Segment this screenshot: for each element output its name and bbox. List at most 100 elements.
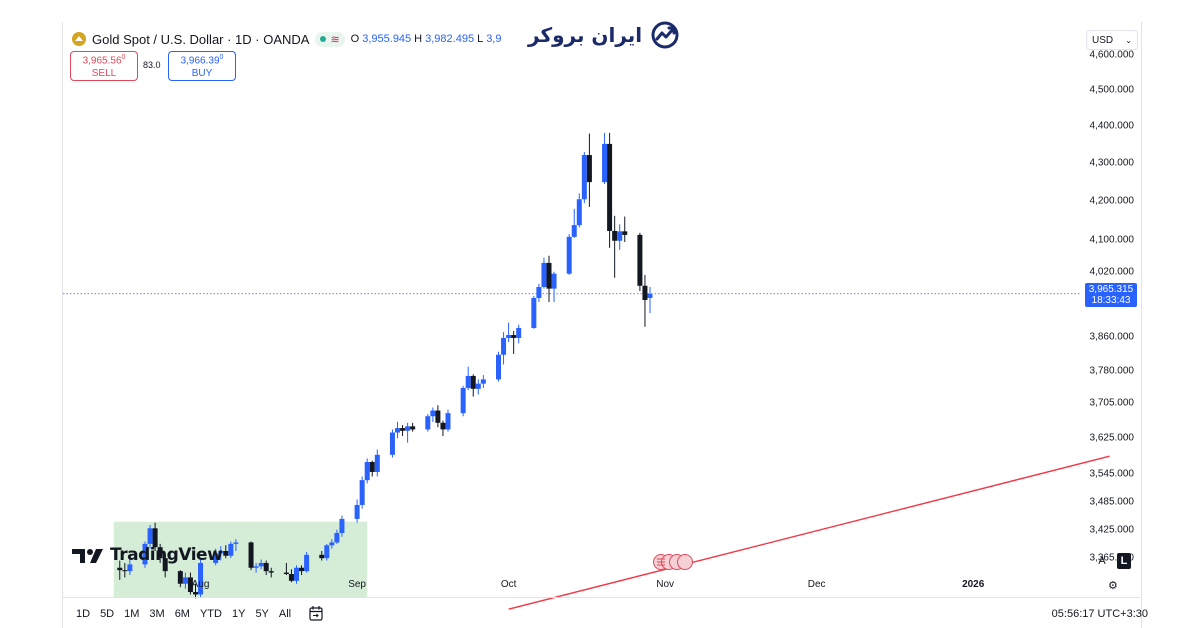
candle-body — [440, 422, 446, 430]
range-all[interactable]: All — [278, 608, 292, 620]
candle-body — [602, 143, 608, 183]
candle-body — [460, 387, 466, 414]
candle-body — [546, 262, 552, 289]
candle-body — [339, 518, 345, 533]
candle-body — [198, 562, 204, 595]
tradingview-branding[interactable]: TradingView — [72, 545, 223, 565]
candle-body — [536, 287, 542, 298]
candle-body — [389, 432, 395, 455]
price-axis-label: 4,600.000 — [1089, 49, 1135, 61]
candle-body — [571, 225, 577, 237]
price-axis-label: 4,200.000 — [1089, 195, 1135, 207]
range-selector: 1D 5D 1M 3M 6M YTD 1Y 5Y All — [76, 608, 291, 620]
currency-label: USD — [1092, 34, 1114, 46]
candle-body — [496, 354, 501, 380]
price-axis-label: 4,100.000 — [1089, 234, 1135, 246]
time-axis-label: Sep — [348, 579, 366, 590]
time-axis-label: Aug — [191, 579, 210, 590]
market-open-dot-icon — [320, 36, 327, 42]
candle-body — [566, 236, 572, 274]
price-axis[interactable]: 4,600.000 4,500.000 4,400.000 4,300.000 4,20… — [1080, 0, 1140, 580]
candle-body — [127, 564, 133, 572]
ohlc-open-key: O — [350, 33, 360, 45]
candle-body — [304, 554, 310, 572]
price-axis-label: 3,365.000 — [1089, 552, 1135, 564]
last-price-value: 3,965.315 — [1088, 284, 1134, 295]
candle-body — [294, 567, 299, 581]
candle-body — [410, 426, 416, 430]
candle-body — [147, 528, 153, 544]
candle-body — [516, 327, 522, 338]
candle-body — [253, 566, 259, 568]
sell-price-small: 0 — [121, 54, 126, 62]
candle-body — [122, 570, 128, 572]
time-axis-label: Nov — [656, 579, 675, 590]
candle-body — [425, 416, 431, 430]
range-3m[interactable]: 3M — [149, 608, 165, 620]
candle-body — [435, 410, 441, 423]
sell-price: 3,965.560 — [71, 52, 137, 67]
candle-body — [475, 383, 481, 389]
ohlc-low-value: 3,9 — [486, 33, 502, 45]
range-6m[interactable]: 6M — [174, 608, 190, 620]
candle-body — [400, 428, 406, 431]
log-scale-button[interactable]: L — [1117, 553, 1131, 569]
candle-body — [218, 550, 224, 554]
candle-body — [622, 231, 628, 235]
candle-body — [501, 337, 507, 355]
bottom-toolbar-divider — [62, 597, 1140, 598]
candle-body — [470, 375, 476, 389]
candle-body — [465, 375, 471, 388]
range-5d[interactable]: 5D — [100, 608, 115, 620]
currency-select[interactable]: USD ⌄ — [1086, 30, 1138, 50]
range-ytd[interactable]: YTD — [199, 608, 222, 620]
market-status-pill[interactable]: ≋ — [315, 31, 345, 47]
ohlc-high-key: H — [414, 33, 423, 45]
sell-label: SELL — [91, 67, 117, 79]
candle-body — [369, 462, 375, 472]
candle-body — [405, 426, 411, 431]
candle-body — [288, 574, 294, 581]
auto-scale-button[interactable]: A — [1098, 555, 1106, 567]
chart-frame — [62, 22, 1142, 628]
candle-body — [152, 528, 158, 548]
candle-body — [637, 234, 643, 286]
watermark-logo: ایران بروکر — [528, 20, 680, 50]
candle-body — [177, 571, 183, 584]
ohlc-values: O 3,955.945 H 3,982.495 L 3,9 — [351, 33, 502, 45]
range-5y[interactable]: 5Y — [255, 608, 269, 620]
candle-body — [364, 462, 370, 481]
range-1y[interactable]: 1Y — [231, 608, 246, 620]
watermark-text: ایران بروکر — [528, 23, 643, 47]
utc-clock[interactable]: 05:56:17 UTC+3:30 — [1051, 608, 1148, 620]
buy-label: BUY — [191, 67, 213, 79]
buy-button[interactable]: 3,966.390 BUY — [168, 51, 236, 81]
symbol-title[interactable]: Gold Spot / U.S. Dollar · 1D · OANDA — [92, 31, 310, 47]
price-axis-label: 3,705.000 — [1089, 397, 1135, 409]
candle-body — [354, 504, 360, 519]
go-to-date-icon[interactable] — [309, 605, 323, 621]
symbol-header[interactable]: Gold Spot / U.S. Dollar · 1D · OANDA ≋ O… — [72, 30, 501, 48]
candle-body — [445, 413, 451, 430]
tradingview-logo-icon — [72, 549, 103, 563]
candle-body — [187, 577, 193, 593]
candle-body — [117, 567, 123, 571]
candle-body — [157, 547, 163, 559]
candle-body — [581, 155, 587, 200]
sell-button[interactable]: 3,965.560 SELL — [70, 51, 138, 81]
buy-price: 3,966.390 — [169, 52, 235, 67]
growth-chart-icon — [651, 21, 679, 49]
price-axis-label: 4,400.000 — [1089, 120, 1135, 132]
price-axis-label: 4,020.000 — [1089, 266, 1135, 278]
candle-body — [299, 567, 305, 572]
economic-events-icon[interactable] — [652, 553, 694, 571]
range-1d[interactable]: 1D — [76, 608, 91, 620]
candle-body — [248, 542, 254, 568]
buy-price-main: 3,966.39 — [180, 55, 220, 67]
range-1m[interactable]: 1M — [124, 608, 140, 620]
gear-icon[interactable]: ⚙ — [1108, 580, 1118, 592]
candle-body — [395, 428, 400, 433]
candle-body — [258, 562, 264, 567]
spread-value: 83.0 — [143, 60, 161, 70]
